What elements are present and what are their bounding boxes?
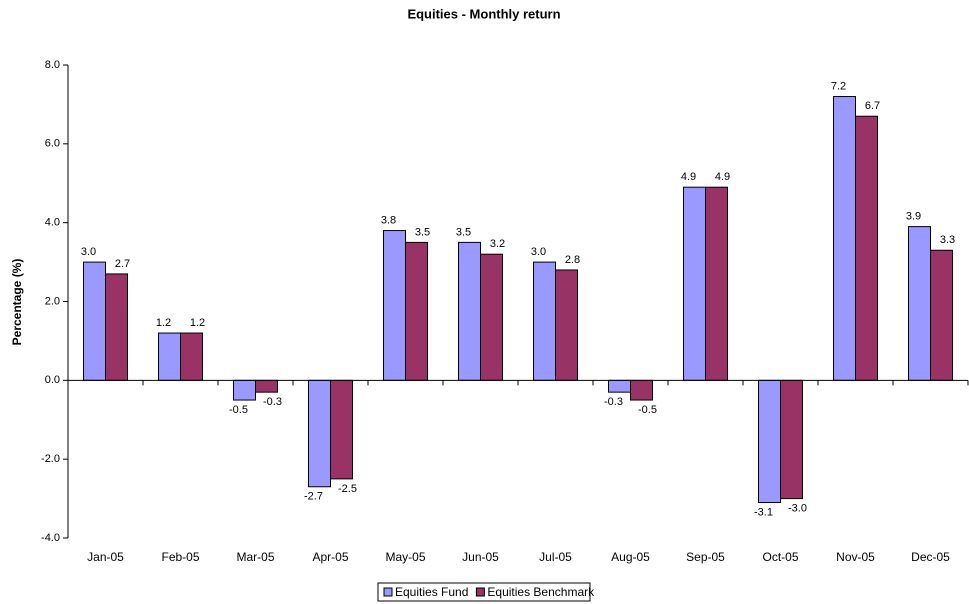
bar (105, 273, 128, 381)
x-tick-label: Jul-05 (539, 550, 572, 564)
data-label: 2.7 (115, 258, 130, 270)
x-tick-label: Sep-05 (686, 550, 725, 564)
bar (383, 230, 406, 381)
x-tick-label: Feb-05 (161, 550, 199, 564)
data-label: -3.0 (788, 502, 807, 514)
legend-swatch (475, 587, 485, 597)
bar (758, 379, 781, 504)
bar (608, 379, 631, 393)
data-label: -2.7 (304, 491, 323, 503)
data-label: 4.9 (715, 171, 730, 183)
data-label: 1.2 (190, 317, 205, 329)
bar (683, 186, 706, 381)
data-label: 3.9 (906, 211, 921, 223)
bar (705, 186, 728, 381)
y-tick-label: 4.0 (45, 217, 60, 229)
chart-title: Equities - Monthly return (407, 6, 560, 21)
bar (158, 332, 181, 381)
data-label: 2.8 (565, 254, 580, 266)
bar (458, 241, 481, 381)
legend-swatch (383, 587, 393, 597)
bar (480, 253, 503, 381)
bar (533, 261, 556, 381)
data-label: 3.3 (940, 234, 955, 246)
bar (630, 379, 653, 401)
data-label: 3.0 (531, 246, 546, 258)
bar (855, 115, 878, 381)
data-label: -0.5 (229, 404, 248, 416)
x-tick-label: Jun-05 (462, 550, 499, 564)
data-label: 6.7 (865, 100, 880, 112)
data-label: 1.2 (156, 317, 171, 329)
bar (833, 96, 856, 381)
data-label: -0.5 (638, 404, 657, 416)
bar (233, 379, 256, 401)
data-label: -3.1 (754, 506, 773, 518)
data-label: 4.9 (681, 171, 696, 183)
y-tick-label: 0.0 (45, 374, 60, 386)
data-label: -0.3 (604, 396, 623, 408)
legend-label: Equities Benchmark (487, 585, 595, 599)
bar (83, 261, 106, 381)
y-tick-label: 8.0 (45, 59, 60, 71)
bar (555, 269, 578, 381)
legend-label: Equities Fund (395, 585, 468, 599)
bar (255, 379, 278, 393)
data-label: -0.3 (263, 396, 282, 408)
y-axis-title: Percentage (%) (10, 259, 24, 346)
y-tick-label: 6.0 (45, 138, 60, 150)
y-tick-label: -2.0 (41, 453, 60, 465)
bar (308, 379, 331, 488)
data-label: 7.2 (831, 80, 846, 92)
data-label: -2.5 (338, 483, 357, 495)
data-label: 3.5 (456, 226, 471, 238)
bar (330, 379, 353, 480)
data-label: 3.2 (490, 238, 505, 250)
x-tick-label: Mar-05 (236, 550, 274, 564)
data-label: 3.0 (81, 246, 96, 258)
bar (908, 226, 931, 381)
x-tick-label: Oct-05 (762, 550, 798, 564)
data-label: 3.8 (381, 214, 396, 226)
bar (930, 249, 953, 381)
y-tick-label: -4.0 (41, 532, 60, 544)
y-tick-label: 2.0 (45, 295, 60, 307)
data-label: 3.5 (415, 226, 430, 238)
x-tick-label: Aug-05 (611, 550, 650, 564)
x-tick-label: Apr-05 (312, 550, 348, 564)
bar (780, 379, 803, 500)
bar (180, 332, 203, 381)
x-tick-label: Dec-05 (911, 550, 950, 564)
x-tick-label: Nov-05 (836, 550, 875, 564)
x-tick-label: May-05 (385, 550, 425, 564)
x-tick-label: Jan-05 (87, 550, 124, 564)
bar (405, 241, 428, 381)
